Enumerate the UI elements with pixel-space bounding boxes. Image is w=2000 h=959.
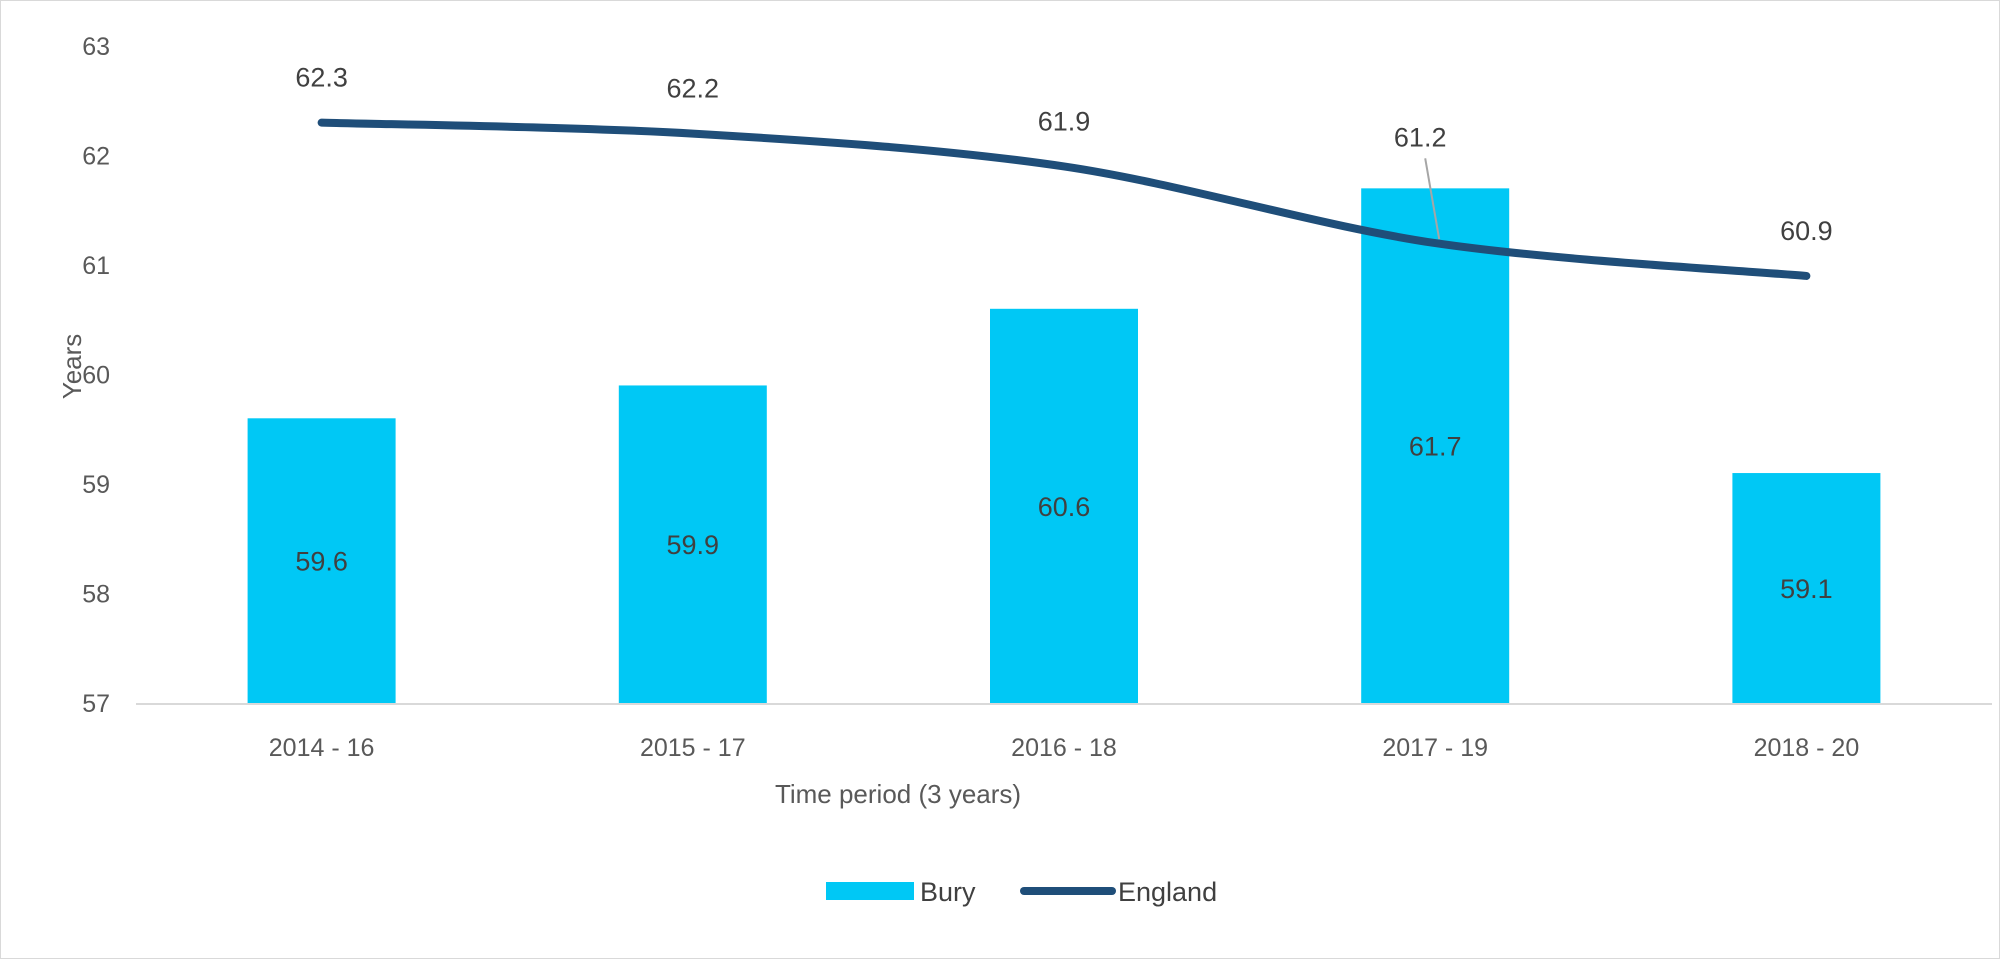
x-tick-label: 2016 - 18	[1011, 734, 1117, 762]
y-tick-label: 63	[82, 33, 110, 61]
england-line	[317, 118, 1811, 280]
y-tick-label: 57	[82, 690, 110, 718]
bar-bury	[618, 385, 767, 703]
legend-label-bury: Bury	[920, 877, 976, 907]
x-axis-ticks: 2014 - 16 2015 - 17 2016 - 18 2017 - 19 2018…	[269, 734, 1859, 762]
y-axis-title: Years	[57, 334, 87, 400]
x-tick-label: 2015 - 17	[640, 734, 746, 762]
y-axis-ticks: 57 58 59 60 61 62 63	[82, 33, 110, 718]
bar-bury	[1732, 473, 1881, 703]
legend-swatch-bury	[826, 882, 914, 900]
y-tick-label: 58	[82, 581, 110, 609]
bar-data-label: 60.6	[1038, 492, 1091, 522]
england-data-labels: 62.3 62.2 61.9 61.2 60.9	[295, 63, 1832, 246]
line-data-label: 62.2	[667, 74, 720, 104]
x-tick-label: 2014 - 16	[269, 734, 375, 762]
legend: Bury England	[826, 877, 1217, 907]
y-tick-label: 60	[82, 362, 110, 390]
line-data-label: 60.9	[1780, 216, 1833, 246]
legend-label-england: England	[1118, 877, 1217, 907]
bury-data-labels: 59.6 59.9 60.6 61.7 59.1	[295, 432, 1832, 604]
bury-bars	[247, 188, 1881, 704]
x-axis-title: Time period (3 years)	[775, 779, 1021, 809]
bar-bury	[1361, 188, 1510, 704]
bar-data-label: 59.1	[1780, 574, 1833, 604]
x-tick-label: 2017 - 19	[1382, 734, 1488, 762]
x-tick-label: 2018 - 20	[1754, 734, 1860, 762]
bar-data-label: 59.9	[667, 530, 720, 560]
y-tick-label: 59	[82, 471, 110, 499]
y-tick-label: 61	[82, 252, 110, 280]
bar-bury	[990, 308, 1138, 703]
y-tick-label: 62	[82, 143, 110, 171]
bar-bury	[247, 418, 396, 703]
bar-data-label: 61.7	[1409, 432, 1462, 462]
line-data-label: 61.9	[1038, 106, 1091, 136]
england-label-leader-line	[1424, 158, 1441, 240]
line-data-label: 62.3	[295, 63, 348, 93]
bar-data-label: 59.6	[295, 547, 348, 577]
line-data-label: 61.2	[1394, 122, 1447, 152]
